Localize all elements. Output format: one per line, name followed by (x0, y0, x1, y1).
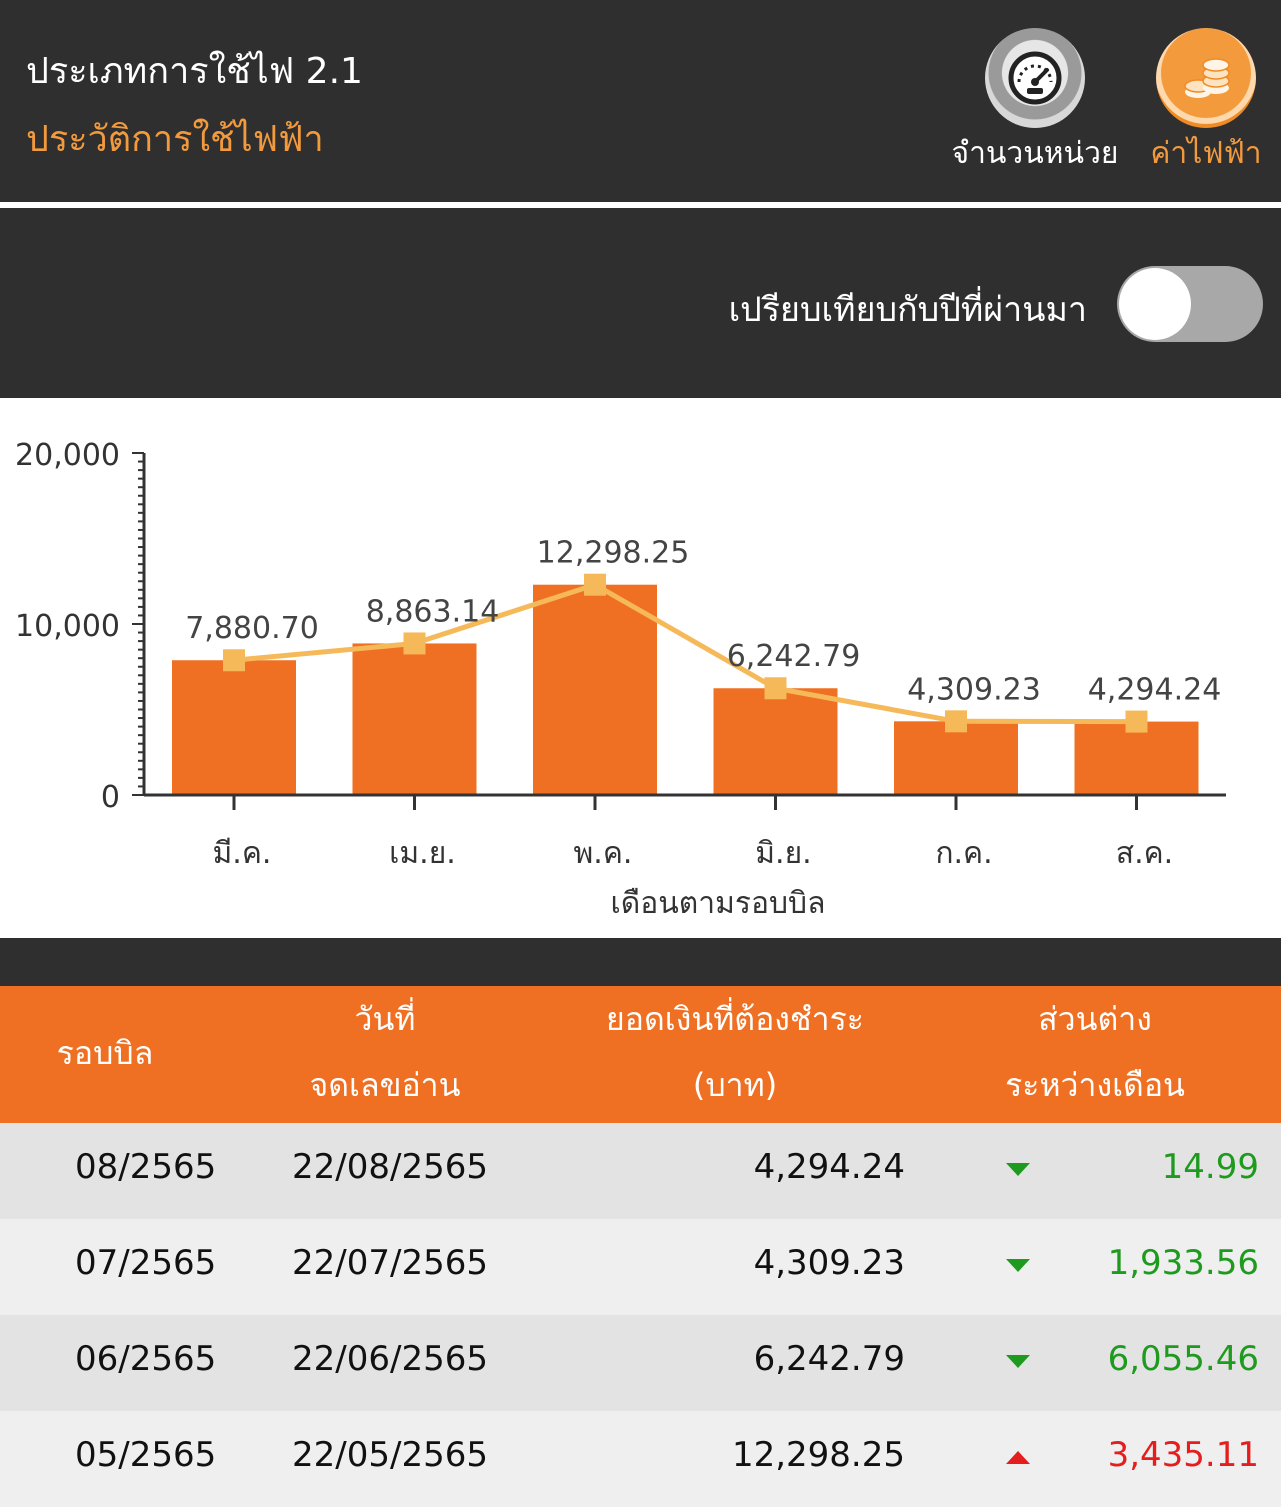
header-diff-line2: ระหว่างเดือน (1005, 1066, 1185, 1104)
compare-label: เปรียบเทียบกับปีที่ผ่านมา (728, 290, 1087, 330)
divider (0, 938, 1281, 986)
chart-bar (352, 643, 477, 795)
header-amount-line1: ยอดเงินที่ต้องชำระ (606, 1000, 864, 1038)
x-tick-label: พ.ค. (574, 836, 633, 871)
bill-cycle: 07/2565 (75, 1243, 217, 1283)
header-diff: ส่วนต่าง ระหว่างเดือน (990, 986, 1200, 1118)
page-title: ประเภทการใช้ไฟ 2.1 (26, 51, 363, 92)
read-date: 22/06/2565 (292, 1339, 488, 1379)
app-header: ประเภทการใช้ไฟ 2.1 ประวัติการใช้ไฟฟ้า จำ… (0, 0, 1281, 202)
header-read-date: วันที่ จดเลขอ่าน (280, 986, 490, 1118)
y-tick-label: 0 (101, 780, 120, 815)
table-row[interactable]: 06/2565 22/06/2565 6,242.79 6,055.46 (0, 1315, 1281, 1411)
data-label: 6,242.79 (727, 639, 861, 674)
data-label: 8,863.14 (366, 594, 500, 629)
bill-cycle: 05/2565 (75, 1435, 217, 1475)
diff-value: 3,435.11 (1107, 1435, 1259, 1475)
y-tick-label: 10,000 (15, 609, 120, 644)
series-point (584, 573, 606, 596)
header-read-date-line2: จดเลขอ่าน (309, 1066, 461, 1104)
units-mode-label: จำนวนหน่วย (951, 136, 1119, 171)
series-point (1125, 710, 1148, 733)
series-point (403, 632, 426, 655)
x-axis-label: เดือนตามรอบบิล (611, 886, 826, 921)
divider (0, 202, 1281, 208)
data-label: 7,880.70 (185, 611, 319, 646)
y-tick-label: 20,000 (15, 438, 120, 473)
header-read-date-line1: วันที่ (354, 1000, 416, 1038)
bill-cycle: 06/2565 (75, 1339, 217, 1379)
amount: 6,242.79 (753, 1339, 905, 1379)
table-row[interactable]: 07/2565 22/07/2565 4,309.23 1,933.56 (0, 1219, 1281, 1315)
x-tick-label: เม.ย. (389, 836, 456, 871)
cost-mode-label: ค่าไฟฟ้า (1150, 136, 1262, 171)
header-bill-cycle: รอบบิล (56, 1034, 154, 1072)
data-label: 4,294.24 (1088, 673, 1222, 708)
trend-down-icon (1006, 1163, 1030, 1176)
read-date: 22/08/2565 (292, 1147, 488, 1187)
chart-bar (1074, 721, 1199, 795)
x-tick-label: มี.ค. (213, 836, 272, 871)
trend-down-icon (1006, 1355, 1030, 1368)
table-row[interactable]: 05/2565 22/05/2565 12,298.25 3,435.11 (0, 1411, 1281, 1507)
cost-mode-button[interactable]: ค่าไฟฟ้า (1121, 28, 1281, 178)
read-date: 22/07/2565 (292, 1243, 488, 1283)
header-amount: ยอดเงินที่ต้องชำระ (บาท) (580, 986, 890, 1118)
series-point (764, 677, 787, 700)
read-date: 22/05/2565 (292, 1435, 488, 1475)
compare-bar: เปรียบเทียบกับปีที่ผ่านมา (0, 208, 1281, 398)
speedometer-icon (985, 28, 1085, 128)
toggle-knob (1119, 268, 1191, 340)
table-header: รอบบิล วันที่ จดเลขอ่าน ยอดเงินที่ต้องชำ… (0, 986, 1281, 1123)
coins-icon (1156, 28, 1256, 128)
usage-chart: 0 10,000 20,000 มี.ค. เม.ย. พ.ค. มิ.ย. ก.ค. ส.ค.… (0, 398, 1281, 938)
data-label: 12,298.25 (537, 536, 690, 571)
trend-down-icon (1006, 1259, 1030, 1272)
amount: 12,298.25 (731, 1435, 905, 1475)
amount: 4,309.23 (753, 1243, 905, 1283)
chart-bar (172, 660, 296, 795)
header-amount-line2: (บาท) (692, 1066, 778, 1104)
chart-svg: 0 10,000 20,000 มี.ค. เม.ย. พ.ค. มิ.ย. ก.ค. ส.ค.… (15, 438, 1226, 921)
chart-bar (533, 584, 657, 795)
page-subtitle: ประวัติการใช้ไฟฟ้า (26, 119, 324, 160)
data-label: 4,309.23 (907, 672, 1041, 707)
diff-value: 1,933.56 (1107, 1243, 1259, 1283)
compare-toggle[interactable] (1117, 266, 1263, 342)
series-point (945, 710, 967, 733)
amount: 4,294.24 (753, 1147, 905, 1187)
trend-up-icon (1006, 1451, 1030, 1464)
x-tick-label: ส.ค. (1116, 836, 1173, 871)
x-tick-label: ก.ค. (935, 836, 992, 871)
series-point (223, 649, 245, 672)
table-row[interactable]: 08/2565 22/08/2565 4,294.24 14.99 (0, 1123, 1281, 1219)
diff-value: 14.99 (1161, 1147, 1259, 1187)
series-line (233, 581, 1137, 725)
header-diff-line1: ส่วนต่าง (1038, 1000, 1152, 1038)
units-mode-button[interactable]: จำนวนหน่วย (950, 28, 1120, 178)
chart-bar (713, 688, 838, 795)
bill-cycle: 08/2565 (75, 1147, 217, 1187)
chart-bar (894, 721, 1018, 795)
diff-value: 6,055.46 (1107, 1339, 1259, 1379)
x-tick-label: มิ.ย. (755, 836, 811, 871)
